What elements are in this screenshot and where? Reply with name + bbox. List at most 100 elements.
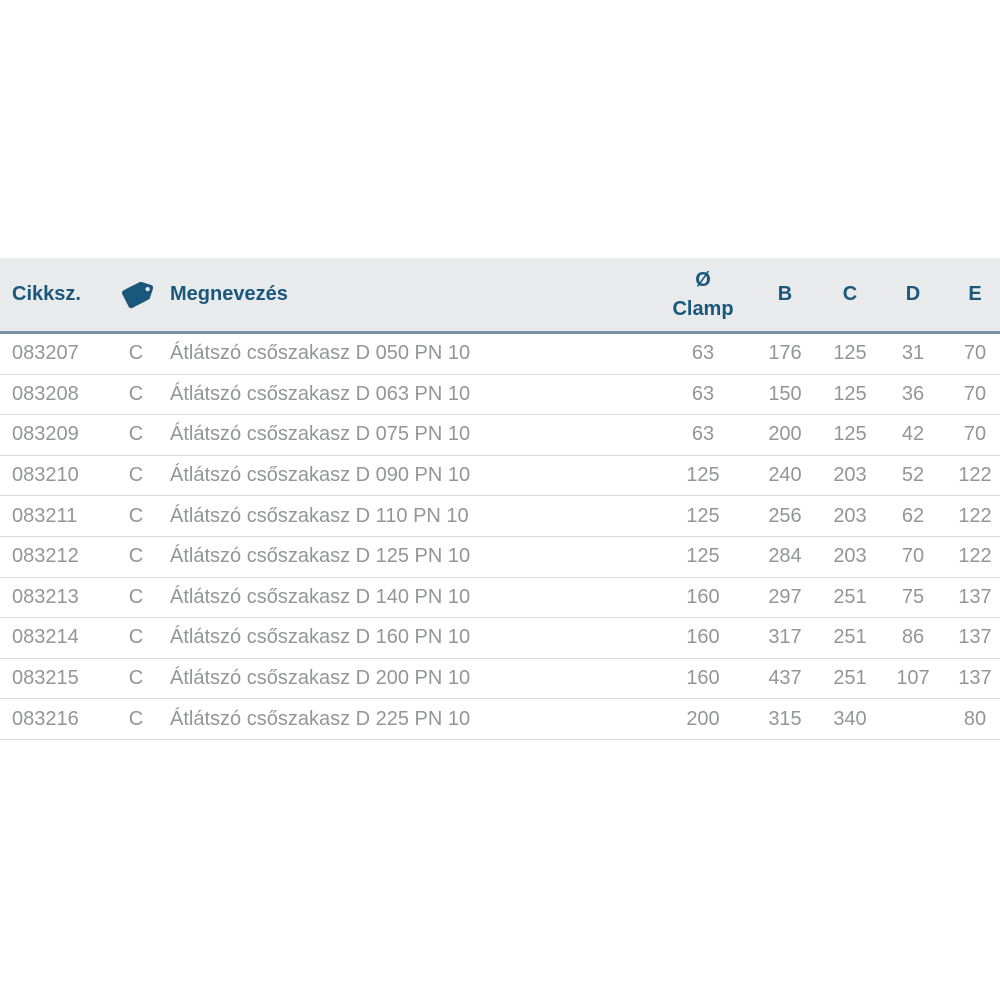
cell-d: 36 — [876, 374, 950, 416]
cell-article-number: 083208 — [0, 374, 110, 416]
table-row: 083211 C Átlátszó csőszakasz D 110 PN 10… — [0, 495, 1000, 537]
cell-product-name: Átlátszó csőszakasz D 225 PN 10 — [162, 698, 660, 740]
cell-b: 150 — [746, 374, 824, 416]
cell-d — [876, 698, 950, 740]
product-spec-table: Cikksz. Megnevezés Ø Clamp B C D E 08 — [0, 258, 1000, 740]
cell-e: 80 — [950, 698, 1000, 740]
cell-b: 240 — [746, 455, 824, 497]
column-header-c: C — [824, 258, 876, 334]
column-header-category — [110, 258, 162, 334]
cell-clamp: 63 — [660, 374, 746, 416]
cell-article-number: 083209 — [0, 414, 110, 456]
cell-category: C — [110, 332, 162, 375]
cell-e: 70 — [950, 332, 1000, 375]
cell-clamp: 63 — [660, 414, 746, 456]
cell-c: 203 — [824, 536, 876, 578]
cell-d: 52 — [876, 455, 950, 497]
cell-c: 251 — [824, 617, 876, 659]
cell-c: 125 — [824, 414, 876, 456]
cell-article-number: 083210 — [0, 455, 110, 497]
cell-e: 122 — [950, 455, 1000, 497]
cell-category: C — [110, 374, 162, 416]
cell-product-name: Átlátszó csőszakasz D 125 PN 10 — [162, 536, 660, 578]
cell-product-name: Átlátszó csőszakasz D 160 PN 10 — [162, 617, 660, 659]
cell-b: 176 — [746, 332, 824, 375]
column-header-d: D — [876, 258, 950, 334]
table-row: 083213 C Átlátszó csőszakasz D 140 PN 10… — [0, 577, 1000, 619]
cell-b: 437 — [746, 658, 824, 700]
cell-b: 256 — [746, 495, 824, 537]
cell-b: 284 — [746, 536, 824, 578]
cell-clamp: 200 — [660, 698, 746, 740]
table-row: 083208 C Átlátszó csőszakasz D 063 PN 10… — [0, 374, 1000, 416]
cell-e: 70 — [950, 374, 1000, 416]
cell-article-number: 083212 — [0, 536, 110, 578]
table-row: 083212 C Átlátszó csőszakasz D 125 PN 10… — [0, 536, 1000, 578]
cell-e: 122 — [950, 536, 1000, 578]
cell-article-number: 083215 — [0, 658, 110, 700]
cell-product-name: Átlátszó csőszakasz D 110 PN 10 — [162, 495, 660, 537]
cell-d: 70 — [876, 536, 950, 578]
clamp-header-line2: Clamp — [672, 297, 734, 320]
cell-article-number: 083207 — [0, 332, 110, 375]
cell-clamp: 125 — [660, 536, 746, 578]
tag-icon — [121, 281, 154, 308]
cell-c: 203 — [824, 495, 876, 537]
cell-category: C — [110, 617, 162, 659]
cell-category: C — [110, 536, 162, 578]
cell-product-name: Átlátszó csőszakasz D 050 PN 10 — [162, 332, 660, 375]
table-row: 083209 C Átlátszó csőszakasz D 075 PN 10… — [0, 414, 1000, 456]
cell-d: 62 — [876, 495, 950, 537]
cell-b: 317 — [746, 617, 824, 659]
column-header-cikksz: Cikksz. — [0, 258, 110, 334]
table-row: 083214 C Átlátszó csőszakasz D 160 PN 10… — [0, 617, 1000, 659]
cell-category: C — [110, 577, 162, 619]
table-row: 083210 C Átlátszó csőszakasz D 090 PN 10… — [0, 455, 1000, 497]
cell-e: 137 — [950, 658, 1000, 700]
cell-product-name: Átlátszó csőszakasz D 200 PN 10 — [162, 658, 660, 700]
column-header-b: B — [746, 258, 824, 334]
cell-clamp: 125 — [660, 495, 746, 537]
cell-c: 340 — [824, 698, 876, 740]
column-header-e: E — [950, 258, 1000, 334]
table-row: 083207 C Átlátszó csőszakasz D 050 PN 10… — [0, 332, 1000, 375]
column-header-megnevezes: Megnevezés — [162, 258, 660, 334]
cell-clamp: 160 — [660, 658, 746, 700]
cell-c: 125 — [824, 374, 876, 416]
column-header-clamp: Ø Clamp — [660, 258, 746, 334]
cell-c: 125 — [824, 332, 876, 375]
table-header-row: Cikksz. Megnevezés Ø Clamp B C D E — [0, 258, 1000, 334]
cell-d: 42 — [876, 414, 950, 456]
cell-c: 203 — [824, 455, 876, 497]
cell-d: 86 — [876, 617, 950, 659]
cell-e: 137 — [950, 577, 1000, 619]
cell-article-number: 083213 — [0, 577, 110, 619]
cell-clamp: 160 — [660, 577, 746, 619]
cell-article-number: 083214 — [0, 617, 110, 659]
cell-d: 31 — [876, 332, 950, 375]
cell-category: C — [110, 495, 162, 537]
cell-product-name: Átlátszó csőszakasz D 063 PN 10 — [162, 374, 660, 416]
cell-clamp: 160 — [660, 617, 746, 659]
clamp-header-line1: Ø — [695, 268, 711, 291]
cell-category: C — [110, 455, 162, 497]
cell-product-name: Átlátszó csőszakasz D 075 PN 10 — [162, 414, 660, 456]
cell-c: 251 — [824, 658, 876, 700]
cell-d: 107 — [876, 658, 950, 700]
cell-c: 251 — [824, 577, 876, 619]
cell-clamp: 125 — [660, 455, 746, 497]
cell-b: 200 — [746, 414, 824, 456]
cell-category: C — [110, 698, 162, 740]
cell-article-number: 083211 — [0, 495, 110, 537]
cell-product-name: Átlátszó csőszakasz D 140 PN 10 — [162, 577, 660, 619]
table-row: 083216 C Átlátszó csőszakasz D 225 PN 10… — [0, 698, 1000, 740]
cell-e: 70 — [950, 414, 1000, 456]
cell-category: C — [110, 658, 162, 700]
cell-product-name: Átlátszó csőszakasz D 090 PN 10 — [162, 455, 660, 497]
cell-b: 315 — [746, 698, 824, 740]
cell-e: 122 — [950, 495, 1000, 537]
cell-b: 297 — [746, 577, 824, 619]
table-row: 083215 C Átlátszó csőszakasz D 200 PN 10… — [0, 658, 1000, 700]
cell-clamp: 63 — [660, 332, 746, 375]
